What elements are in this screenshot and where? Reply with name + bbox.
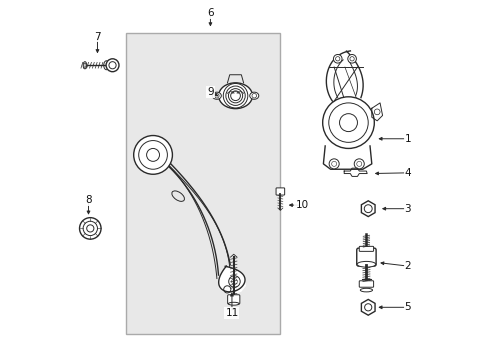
Text: 8: 8 — [85, 195, 92, 205]
Ellipse shape — [228, 302, 239, 305]
FancyBboxPatch shape — [359, 246, 373, 251]
Ellipse shape — [356, 261, 375, 267]
Text: 1: 1 — [404, 134, 410, 144]
Circle shape — [133, 135, 172, 174]
Text: 9: 9 — [207, 87, 213, 97]
Circle shape — [353, 159, 364, 169]
Polygon shape — [361, 201, 374, 217]
FancyBboxPatch shape — [276, 188, 284, 195]
Polygon shape — [219, 268, 244, 294]
Text: 5: 5 — [404, 302, 410, 312]
FancyBboxPatch shape — [359, 281, 373, 287]
Circle shape — [333, 54, 341, 63]
Text: 10: 10 — [295, 200, 308, 210]
Ellipse shape — [249, 92, 258, 99]
Circle shape — [328, 159, 339, 169]
Circle shape — [106, 59, 119, 72]
Text: 6: 6 — [207, 8, 213, 18]
Text: 2: 2 — [404, 261, 410, 271]
Ellipse shape — [218, 83, 252, 109]
Text: 4: 4 — [404, 168, 410, 178]
Bar — [126, 33, 280, 334]
Text: 3: 3 — [404, 204, 410, 214]
FancyBboxPatch shape — [227, 295, 239, 304]
Circle shape — [347, 54, 356, 63]
Text: 11: 11 — [225, 308, 238, 318]
Ellipse shape — [171, 191, 184, 201]
Text: 7: 7 — [94, 32, 101, 41]
Circle shape — [80, 218, 101, 239]
Polygon shape — [371, 103, 382, 121]
Ellipse shape — [83, 62, 86, 69]
Circle shape — [322, 97, 373, 148]
Polygon shape — [361, 300, 374, 315]
Ellipse shape — [103, 61, 109, 70]
FancyBboxPatch shape — [356, 248, 375, 266]
Ellipse shape — [360, 288, 372, 292]
Ellipse shape — [212, 92, 221, 99]
